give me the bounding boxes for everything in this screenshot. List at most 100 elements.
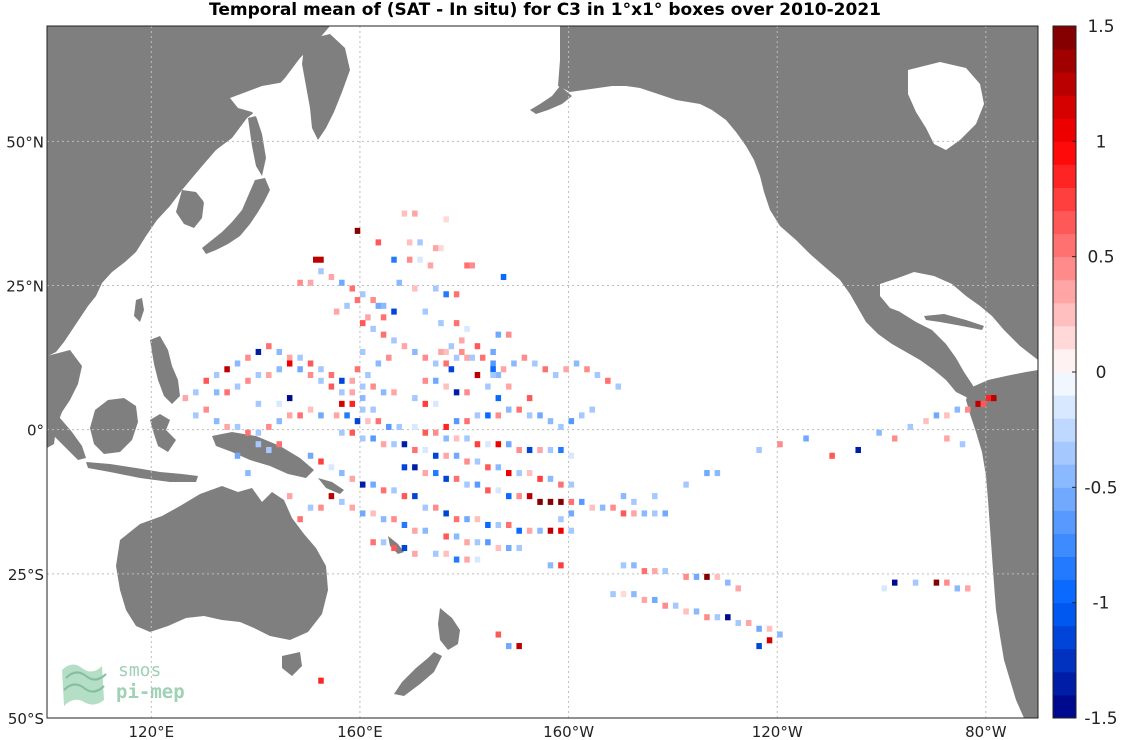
data-box [579,412,585,419]
data-box [568,498,575,505]
data-box [359,435,366,442]
data-box [391,545,397,552]
data-box [474,372,481,379]
data-box [547,562,554,569]
landmass-new-zealand [438,608,460,650]
data-box [286,493,293,500]
data-box [505,521,512,528]
data-box [354,227,361,234]
data-box [907,423,914,430]
data-box [318,504,324,511]
landmass-new-zealand-south [394,652,442,696]
data-box [307,504,314,511]
data-box [584,366,590,373]
data-box [224,389,230,396]
landmass-new-guinea [212,432,314,478]
data-box [537,412,543,419]
colorbar-segment [1053,694,1076,719]
lat-tick-label: 25°N [6,278,44,296]
data-box [286,395,293,402]
smos-pimep-logo: smos pi-mep [62,660,185,706]
colorbar-segment [1053,118,1076,142]
colorbar-tick-label: -0.5 [1084,478,1117,498]
data-box [735,585,741,592]
colorbar-segment [1053,671,1076,696]
data-box [438,320,444,327]
colorbar-segment [1053,510,1076,534]
data-box [339,498,345,505]
sea-of-okhotsk [230,80,304,140]
data-box [756,643,762,650]
data-box [537,475,543,482]
data-box [464,435,470,442]
longitude-tick-labels: 120°E 160°E 160°W 120°W 80°W [129,723,1007,740]
data-box [500,273,507,281]
data-box [490,348,496,355]
data-box [380,389,387,396]
data-box [266,372,272,379]
data-box [495,441,502,448]
data-box [286,360,293,367]
data-box [641,596,648,603]
data-box [412,210,418,217]
data-box [375,302,382,309]
colorbar-segment [1053,141,1076,165]
data-box [474,441,481,448]
data-box [558,516,564,523]
data-box [359,320,366,327]
data-box [964,585,971,592]
data-box [370,510,376,517]
lon-tick-label: 120°W [752,723,803,740]
data-box [526,412,533,419]
data-box [933,579,940,586]
data-box [558,498,564,505]
colorbar-segment [1053,302,1076,327]
data-box [620,562,627,569]
data-box [443,510,449,517]
data-box [516,527,522,534]
hudson-bay [908,62,984,150]
data-box [485,487,491,494]
data-box [365,314,371,321]
colorbar-segment [1053,72,1076,96]
data-box [453,418,460,425]
landmass-taiwan [134,298,144,322]
data-box [349,504,356,511]
data-box [537,498,543,505]
data-box [412,464,418,471]
data-box [464,516,470,523]
data-box [391,441,397,448]
landmass-alaska-peninsula [530,86,572,114]
data-box [464,262,470,269]
data-box [412,527,418,534]
data-box [276,348,283,355]
data-box [422,446,429,454]
data-box [631,498,637,505]
data-box [354,366,361,373]
data-box [318,366,324,373]
colorbar-segment [1053,164,1076,188]
data-box [714,573,721,580]
data-box [375,360,382,367]
data-box [328,464,335,471]
inland-water [150,62,984,314]
data-box [547,446,554,454]
data-box [344,412,350,419]
data-box [245,470,251,477]
data-box [459,337,465,344]
landmass-japan [202,178,270,254]
data-box [391,487,397,494]
data-box [412,423,418,430]
data-box [944,579,950,586]
colorbar-segment [1053,487,1076,511]
data-box [526,527,533,534]
colorbar-segment [1053,602,1076,627]
data-box [563,366,569,373]
colorbar-segment [1053,579,1076,604]
gulf-of-california [790,248,826,296]
data-box [339,400,345,407]
data-box [453,354,460,361]
data-box [370,539,376,546]
data-box [380,314,387,321]
